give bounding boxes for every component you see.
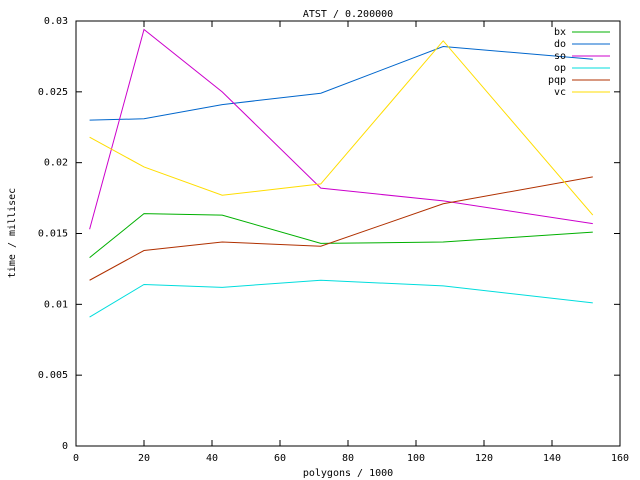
x-tick-label: 80 [342, 453, 354, 464]
x-tick-label: 0 [73, 453, 79, 464]
chart-title: ATST / 0.200000 [303, 9, 393, 20]
y-tick-label: 0.025 [38, 87, 68, 98]
x-tick-label: 100 [407, 453, 425, 464]
y-tick-label: 0 [62, 441, 68, 452]
x-tick-label: 160 [611, 453, 629, 464]
x-tick-label: 20 [138, 453, 150, 464]
series-line [89, 279, 593, 318]
y-tick-label: 0.005 [38, 370, 68, 381]
y-tick-label: 0.02 [44, 158, 68, 169]
series-line [89, 28, 593, 230]
x-tick-label: 120 [475, 453, 493, 464]
series-line [89, 213, 593, 258]
x-axis-label: polygons / 1000 [303, 468, 393, 479]
legend-label: bx [554, 27, 566, 38]
legend-label: vc [554, 87, 566, 98]
y-axis-label: time / millisec [7, 188, 18, 278]
plot-frame [75, 20, 621, 447]
y-tick-label: 0.01 [44, 299, 68, 310]
y-tick-label: 0.03 [44, 16, 68, 27]
legend-label: so [554, 51, 566, 62]
x-tick-label: 40 [206, 453, 218, 464]
x-tick-label: 60 [274, 453, 286, 464]
legend-label: pqp [548, 75, 566, 86]
legend-label: op [554, 63, 566, 74]
series-line [89, 176, 593, 281]
legend-label: do [554, 39, 566, 50]
y-tick-label: 0.015 [38, 229, 68, 240]
series-line [89, 40, 594, 216]
series-line [89, 45, 593, 121]
x-tick-label: 140 [543, 453, 561, 464]
